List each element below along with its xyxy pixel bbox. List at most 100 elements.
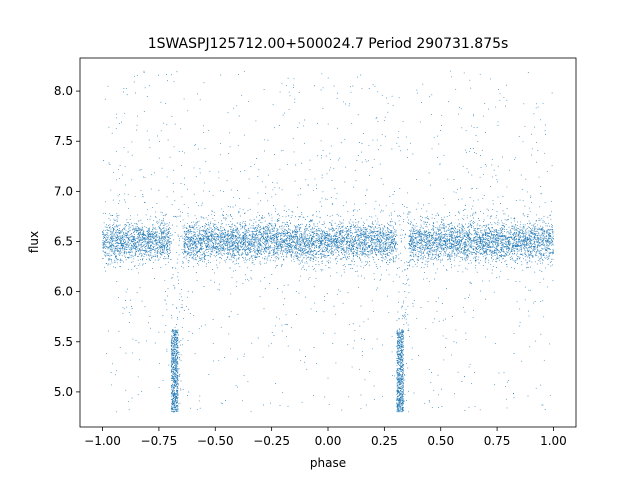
data-point <box>196 250 198 252</box>
data-point <box>386 242 388 244</box>
data-point <box>370 248 372 249</box>
data-point <box>374 238 376 240</box>
data-point <box>435 253 437 255</box>
data-point <box>368 224 369 226</box>
data-point <box>371 231 373 233</box>
data-point <box>416 232 417 234</box>
data-point <box>332 229 334 231</box>
data-point <box>409 222 411 224</box>
data-point <box>383 247 385 249</box>
data-point <box>136 224 138 225</box>
data-point <box>204 242 205 244</box>
data-point <box>209 243 211 245</box>
data-point <box>146 232 148 234</box>
data-point <box>501 222 503 224</box>
data-point <box>377 267 378 269</box>
data-point <box>529 223 530 225</box>
data-point <box>199 233 201 235</box>
data-point <box>156 243 158 245</box>
data-point <box>389 237 391 238</box>
data-point <box>254 237 256 239</box>
data-point <box>355 239 357 241</box>
data-point <box>286 250 287 252</box>
data-point <box>459 246 460 248</box>
data-point <box>484 246 486 248</box>
data-point <box>468 253 470 254</box>
data-point <box>132 255 134 257</box>
data-point <box>531 254 533 256</box>
data-point <box>210 256 211 258</box>
data-point <box>137 236 139 238</box>
data-point <box>223 215 224 216</box>
data-point <box>287 215 289 217</box>
data-point <box>228 250 230 252</box>
data-point <box>114 251 116 253</box>
data-point <box>187 241 189 243</box>
data-point <box>371 226 373 228</box>
data-point <box>116 226 118 228</box>
data-point <box>419 246 421 248</box>
data-point <box>374 261 376 263</box>
data-point <box>194 228 196 230</box>
data-point <box>502 236 504 238</box>
data-point <box>325 250 327 252</box>
data-point <box>454 246 456 248</box>
data-point <box>538 235 540 236</box>
data-point <box>353 261 355 263</box>
data-point <box>109 239 111 241</box>
data-point <box>294 233 296 235</box>
data-point <box>532 256 534 258</box>
data-point <box>113 219 115 221</box>
data-point <box>318 246 319 248</box>
data-point <box>146 259 148 260</box>
data-point <box>301 253 303 255</box>
data-point <box>201 217 203 219</box>
data-point <box>520 233 522 235</box>
data-point <box>423 223 425 225</box>
data-point <box>131 256 133 258</box>
data-point <box>382 255 383 257</box>
data-point <box>354 254 356 256</box>
data-point <box>121 255 123 257</box>
data-point <box>326 237 328 238</box>
data-point <box>217 244 219 246</box>
data-point <box>227 246 229 248</box>
data-point <box>236 249 238 251</box>
data-point <box>369 260 371 262</box>
data-point <box>117 231 118 233</box>
data-point <box>433 254 435 256</box>
data-point <box>275 237 277 239</box>
data-point <box>157 247 158 249</box>
data-point <box>513 228 515 230</box>
data-point <box>538 228 540 230</box>
data-point <box>245 228 247 230</box>
data-point <box>260 238 262 240</box>
data-point <box>195 256 197 258</box>
data-point <box>542 236 544 238</box>
data-point <box>419 219 421 221</box>
data-point <box>102 247 104 249</box>
data-point <box>292 240 294 242</box>
data-point <box>438 237 440 239</box>
data-point <box>168 226 170 228</box>
data-point <box>452 232 454 233</box>
data-point <box>281 234 283 236</box>
data-point <box>492 246 494 248</box>
data-point <box>459 239 461 241</box>
data-point <box>208 222 210 224</box>
data-point <box>296 258 298 260</box>
data-point <box>454 234 456 236</box>
data-point <box>509 253 511 255</box>
data-point <box>423 252 424 254</box>
data-point <box>470 259 472 261</box>
data-point <box>394 228 396 230</box>
data-point <box>228 223 230 225</box>
data-point <box>427 237 429 239</box>
data-point <box>152 224 154 225</box>
data-point <box>213 229 215 231</box>
data-point <box>239 222 241 224</box>
data-point <box>424 257 426 258</box>
data-point <box>391 246 393 247</box>
data-point <box>481 236 483 238</box>
data-point <box>440 254 442 256</box>
